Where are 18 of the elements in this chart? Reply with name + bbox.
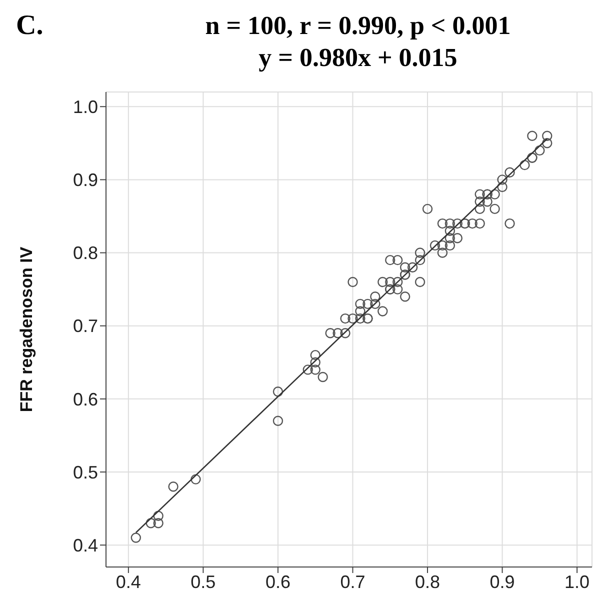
- y-tick-label: 0.5: [72, 462, 98, 482]
- x-tick-label: 0.9: [490, 572, 515, 592]
- chart-subtitle: y = 0.980x + 0.015: [258, 42, 458, 74]
- y-tick-label: 0.7: [72, 316, 98, 336]
- y-tick-label: 0.9: [72, 170, 98, 190]
- x-tick-label: 1.0: [564, 572, 590, 592]
- x-tick-label: 0.5: [190, 572, 216, 592]
- y-tick-label: 0.8: [72, 243, 98, 264]
- y-axis-title: FFR regadenoson IV: [17, 246, 36, 412]
- y-tick-label: 0.4: [72, 535, 98, 556]
- y-tick-label: 1.0: [72, 97, 98, 118]
- chart-title: n = 100, r = 0.990, p < 0.001: [204, 10, 512, 42]
- x-tick-label: 0.8: [414, 572, 440, 592]
- y-tick-label: 0.6: [72, 389, 98, 410]
- x-tick-label: 0.4: [116, 572, 141, 592]
- x-tick-label: 0.7: [340, 572, 366, 592]
- text: C.: [16, 10, 44, 42]
- x-tick-label: 0.6: [265, 572, 290, 592]
